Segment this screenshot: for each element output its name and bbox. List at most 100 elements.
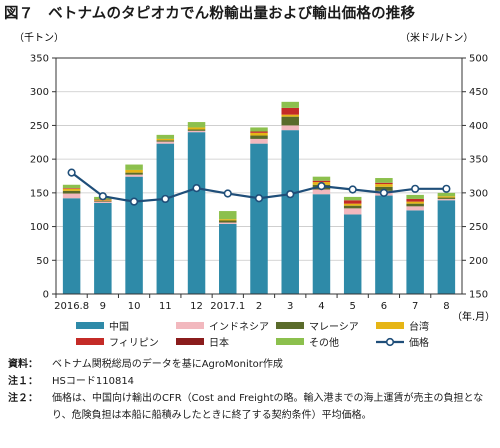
bar-segment: [156, 143, 175, 294]
left-tick-label: 250: [30, 121, 49, 132]
x-tick-label: 6: [381, 301, 387, 312]
bar-segment: [250, 135, 268, 139]
bar-segment: [187, 127, 206, 130]
price-point: [317, 182, 326, 191]
x-tick-label: 10: [128, 301, 141, 312]
legend-label: インドネシア: [209, 321, 269, 333]
right-tick-label: 450: [469, 87, 488, 98]
bar-segment: [281, 114, 299, 117]
x-tick-label: 11: [159, 301, 172, 312]
note-1: 注１： HSコード110814: [8, 373, 492, 390]
bar-segment: [94, 201, 112, 203]
note-label: 注１：: [8, 376, 38, 387]
legend-label: マレーシア: [309, 322, 359, 333]
left-tick-label: 300: [30, 87, 49, 98]
bar-segment: [343, 196, 362, 201]
bar-segment: [250, 127, 268, 132]
bar-segment: [94, 202, 112, 294]
left-tick-label: 0: [43, 290, 49, 301]
left-tick-label: 150: [30, 188, 49, 199]
bar-segment: [219, 211, 237, 220]
note-2: 注２： 価格は、中国向け輸出のCFR（Cost and Freightの略。輸入…: [8, 390, 492, 424]
bar-segment: [62, 188, 81, 189]
legend-line-marker: [385, 337, 395, 347]
plot-frame: [55, 57, 463, 295]
left-tick-label: 350: [30, 54, 49, 65]
bar-segment: [219, 220, 237, 223]
bar-segment: [187, 130, 206, 133]
bar-segment: [250, 138, 268, 144]
chart-title: 図７ ベトナムのタピオカでん粉輸出量および輸出価格の推移: [4, 6, 416, 22]
axes: 0 50 100 150 200 250 300 350 150 200 250 300 350 400 4…: [30, 54, 488, 313]
bar-segment: [437, 192, 456, 197]
price-point: [161, 194, 170, 204]
price-point: [379, 188, 389, 197]
note-text: HSコード110814: [52, 376, 135, 387]
legend-swatch: [276, 338, 304, 345]
bar-segment: [437, 200, 456, 294]
x-tick-label: 2016.8: [54, 301, 89, 312]
price-point: [348, 185, 357, 194]
legend-label: 中国: [109, 320, 129, 333]
price-point: [411, 184, 420, 193]
note-label: 資料：: [8, 359, 38, 370]
bar-segment: [281, 130, 299, 294]
legend-label: 価格: [409, 336, 429, 349]
price-point: [67, 168, 76, 177]
x-tick-label: 7: [412, 301, 418, 312]
right-tick-label: 500: [469, 54, 488, 65]
bar-segment: [437, 197, 456, 199]
right-tick-label: 150: [469, 290, 488, 301]
left-tick-label: 200: [30, 155, 49, 166]
bar-segment: [187, 132, 206, 294]
price-point: [223, 189, 232, 198]
bar-segment: [437, 198, 456, 201]
legend-label: その他: [309, 336, 339, 349]
bar-series: [62, 101, 456, 294]
bar-segment: [312, 176, 331, 181]
x-tick-label: 8: [443, 301, 449, 312]
x-tick-label: 2017.1: [210, 301, 245, 312]
bar-segment: [406, 201, 424, 204]
x-tick-label: 9: [100, 301, 106, 312]
bar-segment: [312, 194, 331, 294]
bar-segment: [156, 134, 175, 139]
legend-swatch: [76, 322, 104, 329]
right-axis-unit: （米ドル/トン）: [400, 31, 473, 44]
left-tick-label: 50: [36, 256, 49, 267]
price-point: [98, 192, 107, 201]
bar-segment: [406, 198, 424, 202]
price-point: [254, 194, 264, 203]
bar-segment: [156, 140, 175, 142]
bar-segment: [125, 169, 143, 173]
bar-segment: [437, 196, 456, 198]
x-tick-label: 2: [256, 301, 262, 312]
bar-segment: [125, 172, 143, 175]
bar-segment: [62, 184, 81, 189]
bar-segment: [281, 107, 299, 115]
bar-segment: [94, 200, 112, 202]
right-tick-label: 400: [469, 121, 488, 132]
legend-swatch: [176, 322, 204, 329]
right-tick-label: 200: [469, 256, 488, 267]
bar-segment: [312, 189, 331, 195]
bar-segment: [250, 131, 268, 133]
bar-segment: [281, 116, 299, 126]
x-tick-label: 5: [350, 301, 356, 312]
bar-segment: [343, 205, 362, 209]
x-tick-label: 4: [318, 301, 324, 312]
note-label: 注２：: [8, 393, 38, 404]
bar-segment: [281, 125, 299, 131]
legend-label: フィリピン: [109, 337, 159, 349]
note-text: ベトナム関税総局のデータを基にAgroMonitor作成: [52, 359, 283, 370]
price-point: [442, 184, 451, 193]
bar-segment: [125, 164, 143, 170]
bar-segment: [125, 176, 143, 294]
right-tick-label: 350: [469, 155, 488, 166]
x-tick-label: 12: [190, 301, 203, 312]
bar-segment: [406, 210, 424, 294]
bar-segment: [375, 178, 393, 183]
left-tick-label: 100: [30, 222, 49, 233]
bar-segment: [187, 129, 206, 131]
notes: 資料： ベトナム関税総局のデータを基にAgroMonitor作成 注１： HSコ…: [8, 356, 492, 424]
